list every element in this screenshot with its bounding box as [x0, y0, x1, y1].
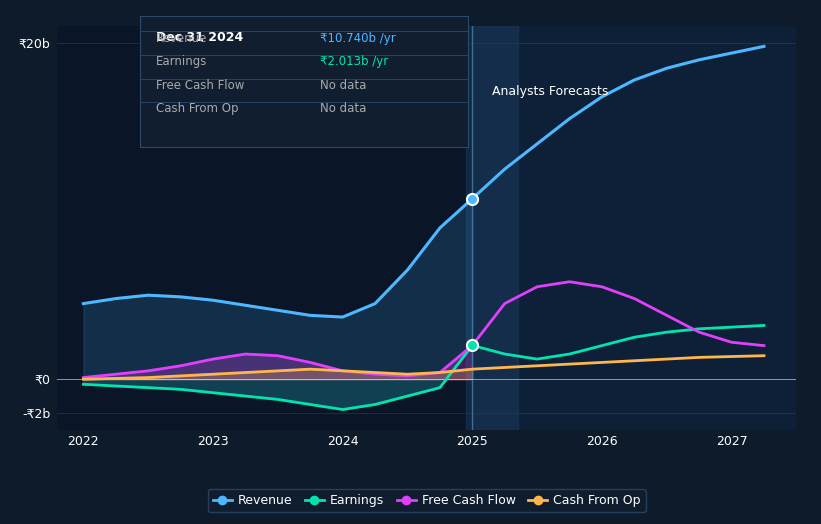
Text: Past: Past [427, 85, 453, 98]
Text: ₹2.013b /yr: ₹2.013b /yr [320, 55, 388, 68]
Bar [472, 26, 796, 430]
Text: Revenue: Revenue [156, 31, 208, 45]
Text: Free Cash Flow: Free Cash Flow [156, 79, 245, 92]
Text: Cash From Op: Cash From Op [156, 102, 238, 115]
Text: Earnings: Earnings [156, 55, 208, 68]
Bar [57, 26, 472, 430]
Text: Analysts Forecasts: Analysts Forecasts [492, 85, 608, 98]
Bar [466, 26, 518, 430]
Text: No data: No data [320, 79, 366, 92]
Text: No data: No data [320, 102, 366, 115]
Legend: Revenue, Earnings, Free Cash Flow, Cash From Op: Revenue, Earnings, Free Cash Flow, Cash … [208, 489, 646, 512]
Text: Dec 31 2024: Dec 31 2024 [156, 31, 243, 45]
Text: ₹10.740b /yr: ₹10.740b /yr [320, 31, 396, 45]
